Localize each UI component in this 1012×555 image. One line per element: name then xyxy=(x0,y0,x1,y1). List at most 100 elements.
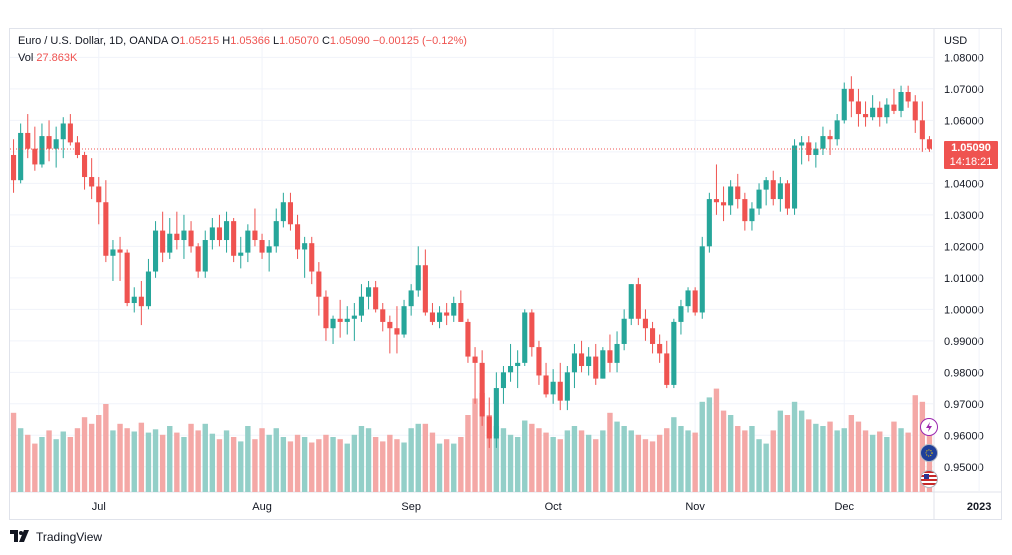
candle-body xyxy=(855,101,862,115)
candle-body xyxy=(884,104,890,118)
volume-bar xyxy=(358,426,365,492)
candle-body xyxy=(891,104,897,111)
volume-bar xyxy=(10,412,17,492)
candle-body xyxy=(387,321,393,329)
volume-bar xyxy=(294,434,301,492)
volume-bar xyxy=(827,421,833,492)
candle-body xyxy=(103,202,109,256)
us-flag-icon[interactable] xyxy=(920,470,938,488)
volume-bar xyxy=(245,426,251,492)
candle-body xyxy=(543,375,549,395)
candle-body xyxy=(245,230,251,253)
event-icons xyxy=(920,418,938,496)
volume-bar xyxy=(820,426,826,492)
candle-body xyxy=(309,243,315,272)
volume-bar xyxy=(131,431,137,492)
volume-bar xyxy=(238,441,244,492)
volume-bar xyxy=(614,421,620,492)
candle-body xyxy=(18,132,24,181)
candle-body xyxy=(287,202,294,225)
symbol-legend: Euro / U.S. Dollar, 1D, OANDA O1.05215 H… xyxy=(18,35,467,47)
candle-body xyxy=(500,372,507,389)
candle-body xyxy=(515,362,521,367)
last-price-value: 1.05090 xyxy=(951,142,991,154)
candle-body xyxy=(138,296,144,307)
euro-flag-icon[interactable] xyxy=(920,444,938,462)
volume-bar xyxy=(564,430,571,492)
volume-bar xyxy=(656,434,663,492)
candle-body xyxy=(507,366,514,373)
candle-body xyxy=(784,183,791,209)
volume-bar xyxy=(507,434,514,492)
volume-bar xyxy=(337,439,343,492)
volume-bar xyxy=(550,437,556,492)
candle-body xyxy=(720,202,727,206)
candle-body xyxy=(330,318,336,329)
volume-bar xyxy=(451,443,457,492)
candle-body xyxy=(862,114,869,118)
volume-bar xyxy=(216,439,223,492)
volume-bar xyxy=(96,415,102,492)
volume-bar xyxy=(316,439,322,492)
candle-body xyxy=(216,227,223,241)
volume-bar xyxy=(167,426,173,492)
last-price-tag: 1.05090 14:18:21 xyxy=(944,141,998,169)
volume-bar xyxy=(522,420,528,492)
high-value: 1.05366 xyxy=(230,35,270,47)
volume-bar xyxy=(585,434,592,492)
volume-bar xyxy=(372,437,379,492)
volume-bar xyxy=(67,437,74,492)
volume-bar xyxy=(898,428,904,492)
volume-bar xyxy=(813,423,819,492)
countdown-timer: 14:18:21 xyxy=(949,156,993,168)
volume-bar xyxy=(685,430,691,492)
volume-bar xyxy=(749,426,755,492)
candle-body xyxy=(557,381,563,401)
volume-bar xyxy=(713,388,720,492)
candle-body xyxy=(53,139,59,149)
candle-body xyxy=(713,199,720,203)
volume-bar xyxy=(152,429,159,492)
candle-body xyxy=(649,328,656,344)
volume-bar xyxy=(628,430,634,492)
volume-bar xyxy=(621,426,627,492)
candle-body xyxy=(529,312,535,348)
candle-body xyxy=(131,296,137,304)
candle-body xyxy=(152,230,159,272)
volume-bar xyxy=(266,434,272,492)
brand-name[interactable]: TradingView xyxy=(36,530,103,544)
candle-body xyxy=(337,318,343,322)
volume-bar xyxy=(635,434,642,492)
candle-body xyxy=(841,88,847,121)
volume-bar xyxy=(422,423,429,492)
volume-bar xyxy=(500,428,507,492)
y-tick-label: 0.98000 xyxy=(944,367,984,379)
volume-bar xyxy=(181,437,187,492)
volume-bar xyxy=(891,421,897,492)
candle-body xyxy=(415,265,421,291)
lightning-icon[interactable] xyxy=(920,418,938,436)
tradingview-logo-icon[interactable] xyxy=(10,529,30,545)
candle-body xyxy=(657,343,663,354)
candle-body xyxy=(145,271,152,307)
candle-body xyxy=(365,287,372,297)
candle-body xyxy=(167,233,173,253)
candle-body xyxy=(905,91,911,102)
currency-label: USD xyxy=(944,35,967,47)
volume-bar xyxy=(869,434,876,492)
candle-body xyxy=(394,328,400,335)
volume-bar xyxy=(60,431,66,492)
volume-value: 27.863K xyxy=(36,52,78,64)
y-tick-label: 1.07000 xyxy=(944,84,984,96)
candle-body xyxy=(870,107,876,118)
x-tick-label: Oct xyxy=(545,501,562,513)
volume-bar xyxy=(209,433,216,492)
volume-bar xyxy=(692,432,698,492)
volume-bar xyxy=(145,432,152,492)
candle-body xyxy=(699,246,705,313)
candle-body xyxy=(614,343,620,363)
candle-body xyxy=(593,356,599,379)
candle-body xyxy=(39,136,45,165)
y-tick-label: 1.04000 xyxy=(944,178,984,190)
